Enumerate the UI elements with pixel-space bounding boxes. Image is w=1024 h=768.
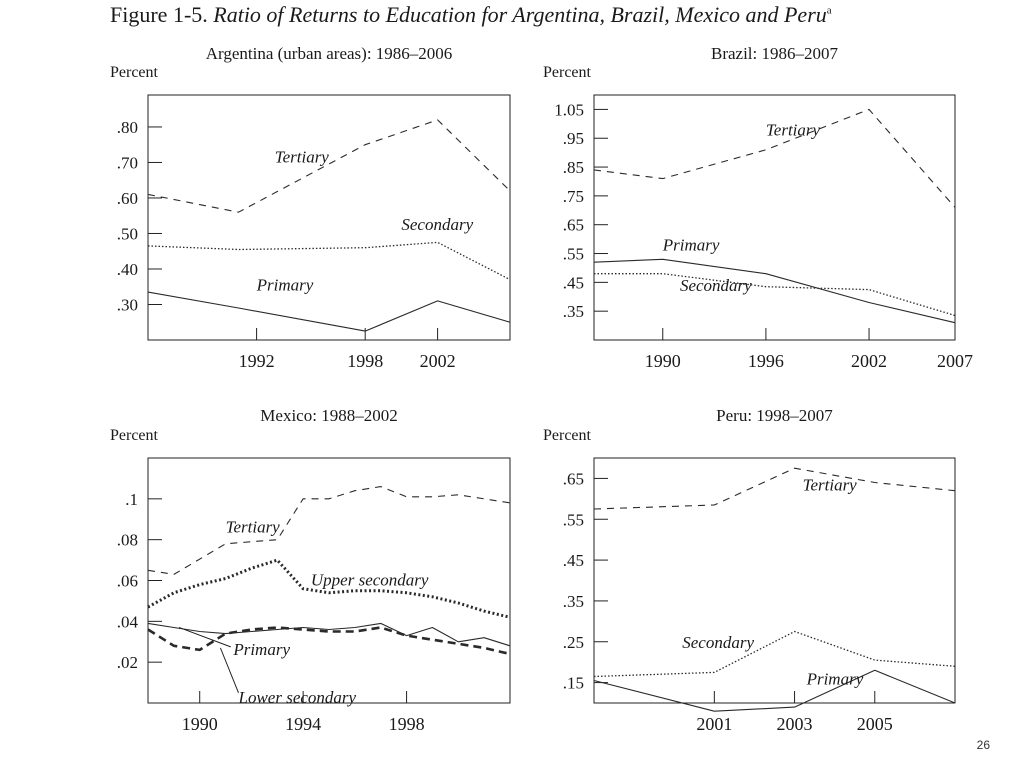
y-tick-label: .60 xyxy=(117,189,138,208)
series-line-upper-secondary xyxy=(147,558,511,619)
y-tick-label: .45 xyxy=(563,551,584,570)
x-tick-label: 1998 xyxy=(347,351,383,371)
x-tick-label: 2001 xyxy=(696,714,732,734)
y-tick-label: .15 xyxy=(563,674,584,693)
y-tick-label: .80 xyxy=(117,118,138,137)
series-line-primary xyxy=(147,291,511,332)
series-line-primary xyxy=(593,258,956,324)
y-axis-label: Percent xyxy=(110,64,158,81)
x-tick-label: 2003 xyxy=(777,714,813,734)
y-axis-label: Percent xyxy=(543,64,591,81)
y-tick-label: .08 xyxy=(117,531,138,550)
annotation-tertiary: Tertiary xyxy=(226,518,281,537)
y-tick-label: .85 xyxy=(563,158,584,177)
series-line-tertiary xyxy=(147,486,511,575)
chart-title: Mexico: 1988–2002 xyxy=(260,406,398,425)
page-number: 26 xyxy=(976,738,990,752)
x-tick-label: 2002 xyxy=(420,351,456,371)
annotation-secondary: Secondary xyxy=(401,215,473,234)
annotation-primary: Primary xyxy=(232,640,290,659)
plot-frame xyxy=(593,94,956,341)
x-tick-label: 1990 xyxy=(182,714,218,734)
series-line-primary xyxy=(147,622,511,647)
annotation-primary: Primary xyxy=(256,275,314,294)
chart-title: Peru: 1998–2007 xyxy=(716,406,833,425)
series-line-tertiary xyxy=(593,108,956,208)
x-tick-label: 2005 xyxy=(857,714,893,734)
y-tick-label: .35 xyxy=(563,302,584,321)
y-axis-label: Percent xyxy=(110,427,158,444)
series-line-tertiary xyxy=(147,119,511,213)
plot-frame xyxy=(593,457,956,704)
y-tick-label: .55 xyxy=(563,245,584,264)
y-tick-label: .1 xyxy=(125,490,138,509)
series-line-secondary xyxy=(593,630,956,678)
chart-title: Brazil: 1986–2007 xyxy=(710,44,838,63)
series-line-primary xyxy=(593,669,956,712)
x-tick-label: 1998 xyxy=(389,714,425,734)
leader-line-lower-secondary xyxy=(219,647,239,693)
plot-frame xyxy=(147,94,511,341)
y-tick-label: .75 xyxy=(563,187,584,206)
y-tick-label: .70 xyxy=(117,153,138,172)
series-line-tertiary xyxy=(593,467,956,510)
figure-label: Figure 1-5. xyxy=(110,2,208,27)
annotation-lower-secondary: Lower secondary xyxy=(238,688,357,707)
annotation-tertiary: Tertiary xyxy=(766,120,821,139)
annotation-tertiary: Tertiary xyxy=(275,147,330,166)
series-line-lower-secondary xyxy=(147,626,511,656)
series-line-secondary xyxy=(594,273,956,317)
annotation-primary: Primary xyxy=(806,670,864,689)
footnote-marker: a xyxy=(826,4,832,17)
annotation-secondary: Secondary xyxy=(680,276,752,295)
y-tick-label: .25 xyxy=(563,633,584,652)
x-tick-label: 2002 xyxy=(851,351,887,371)
x-tick-label: 1990 xyxy=(645,351,681,371)
y-tick-label: .02 xyxy=(117,653,138,672)
y-tick-label: .65 xyxy=(563,216,584,235)
y-tick-label: .55 xyxy=(563,510,584,529)
y-tick-label: .40 xyxy=(117,260,138,279)
annotation-primary: Primary xyxy=(662,236,720,255)
y-tick-label: .06 xyxy=(117,572,138,591)
x-tick-label: 1994 xyxy=(285,714,321,734)
y-tick-label: .65 xyxy=(563,469,584,488)
y-tick-label: 1.05 xyxy=(554,100,584,119)
annotation-secondary: Secondary xyxy=(682,633,754,652)
figure-title-text: Ratio of Returns to Education for Argent… xyxy=(213,2,827,27)
y-tick-label: .04 xyxy=(117,612,139,631)
y-axis-label: Percent xyxy=(543,427,591,444)
annotation-tertiary: Tertiary xyxy=(803,476,858,495)
chart-title: Argentina (urban areas): 1986–2006 xyxy=(205,44,453,63)
y-tick-label: .35 xyxy=(563,592,584,611)
leader-line-primary xyxy=(178,626,231,648)
figure-title: Figure 1-5. Ratio of Returns to Educatio… xyxy=(110,2,832,28)
x-tick-label: 1992 xyxy=(239,351,275,371)
x-tick-label: 1996 xyxy=(748,351,784,371)
y-tick-label: .50 xyxy=(117,224,138,243)
y-tick-label: .45 xyxy=(563,273,584,292)
x-tick-label: 2007 xyxy=(937,351,973,371)
y-tick-label: .30 xyxy=(117,295,138,314)
annotation-upper-secondary: Upper secondary xyxy=(311,571,429,590)
series-line-secondary xyxy=(147,241,511,281)
y-tick-label: .95 xyxy=(563,129,584,148)
